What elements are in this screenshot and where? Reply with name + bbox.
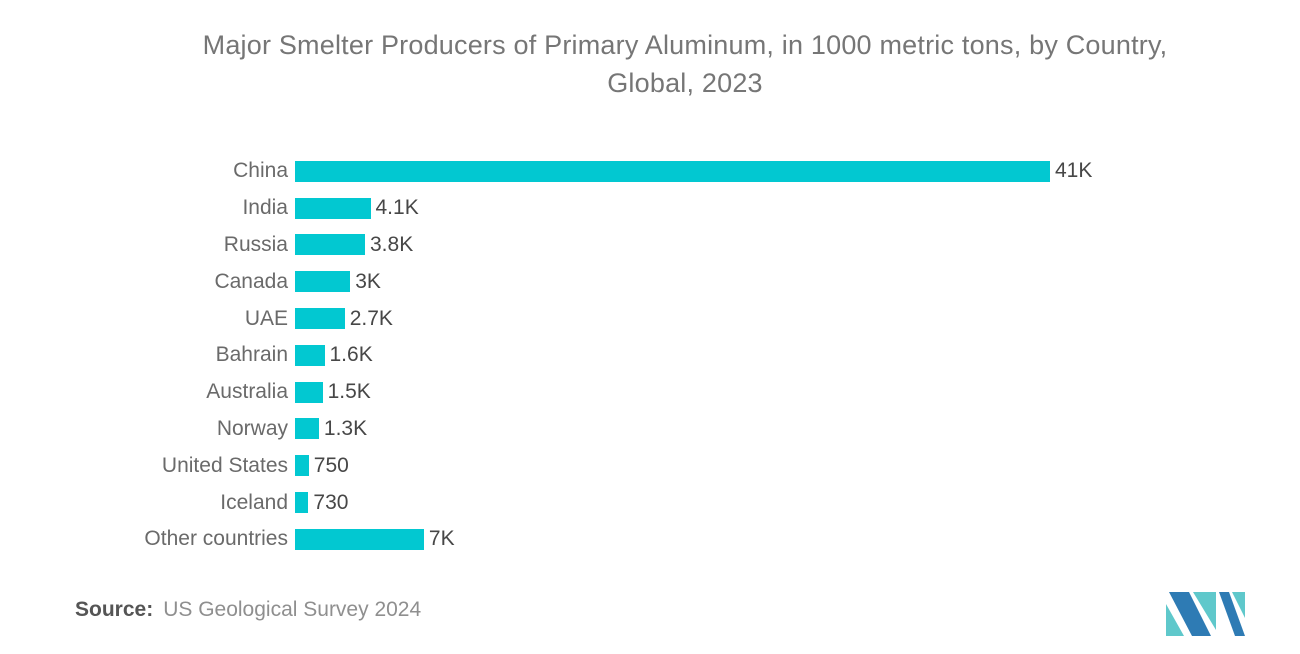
category-label: China: [233, 159, 288, 183]
value-label: 3.8K: [370, 232, 414, 256]
bar: [295, 418, 319, 440]
chart-title: Major Smelter Producers of Primary Alumi…: [70, 26, 1300, 102]
bar: [295, 344, 325, 366]
bar-row: Iceland 730: [92, 484, 1092, 521]
value-label: 1.5K: [327, 380, 371, 404]
bar-row: UAE 2.7K: [92, 300, 1092, 337]
bar-row: Russia 3.8K: [92, 227, 1092, 264]
bar: [295, 308, 345, 330]
bar: [295, 197, 371, 219]
bar: [295, 381, 323, 403]
value-label: 2.7K: [349, 306, 393, 330]
bar-row: United States 750: [92, 447, 1092, 484]
value-label: 3K: [355, 269, 381, 293]
value-label: 7K: [428, 527, 455, 551]
category-label: Other countries: [144, 527, 288, 551]
category-label: UAE: [244, 306, 288, 330]
bar-row: Australia 1.5K: [92, 374, 1092, 411]
value-label: 4.1K: [375, 196, 419, 220]
bar-row: Bahrain 1.6K: [92, 337, 1092, 374]
category-label: Canada: [214, 269, 288, 293]
bar: [295, 234, 365, 256]
value-label: 1.3K: [323, 416, 368, 440]
bar: [295, 528, 424, 550]
bar: [295, 160, 1050, 182]
chart-title-line1: Major Smelter Producers of Primary Alumi…: [202, 30, 1168, 60]
chart-title-line2: Global, 2023: [607, 68, 763, 98]
value-label: 41K: [1055, 159, 1093, 183]
category-label: Australia: [206, 380, 288, 404]
bar-row: Other countries 7K: [92, 521, 1092, 558]
bar-row: China 41K: [92, 153, 1092, 190]
bar-chart: China 41K India 4.1K Russia 3.8K Canada 3K UAE 2.…: [92, 153, 1092, 558]
bar-row: Norway 1.3K: [92, 411, 1092, 448]
value-label: 730: [313, 490, 349, 514]
source-label: Source:: [75, 598, 154, 621]
category-label: United States: [161, 453, 288, 477]
source-text: US Geological Survey 2024: [163, 598, 422, 621]
category-label: Russia: [223, 232, 288, 256]
bar: [295, 492, 309, 514]
bar: [295, 455, 309, 477]
category-label: Bahrain: [215, 343, 288, 367]
bar: [295, 271, 351, 293]
bar-row: India 4.1K: [92, 190, 1092, 227]
value-label: 750: [313, 453, 349, 477]
category-label: Iceland: [220, 490, 288, 514]
value-label: 1.6K: [329, 343, 373, 367]
mordor-intelligence-logo: [1166, 592, 1245, 636]
category-label: Norway: [216, 416, 288, 440]
source-note: Source: US Geological Survey 2024: [75, 598, 421, 622]
bar-rows: China 41K India 4.1K Russia 3.8K Canada 3K UAE 2.…: [92, 153, 1092, 558]
bar-row: Canada 3K: [92, 263, 1092, 300]
category-label: India: [242, 196, 288, 220]
